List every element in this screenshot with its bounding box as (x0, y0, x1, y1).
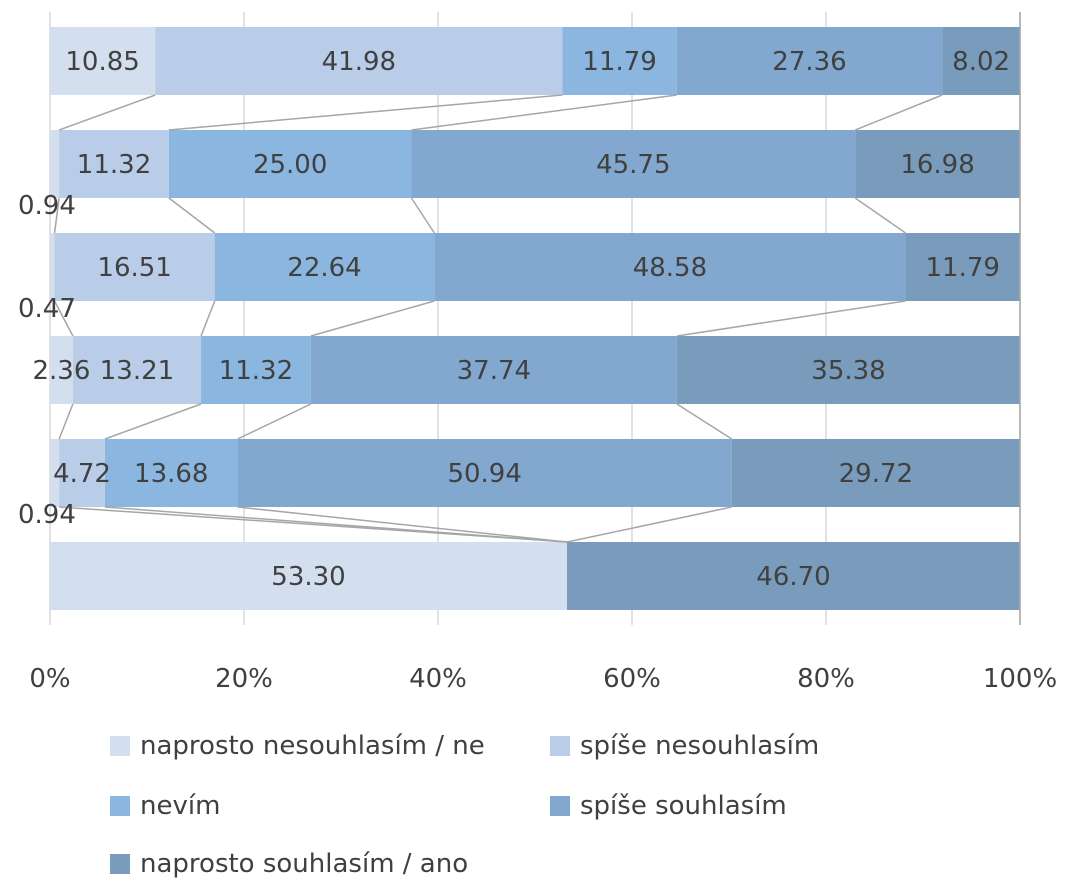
bar-segment (50, 233, 55, 301)
x-axis: 0% 20% 40% 60% 80% 100% (29, 664, 1057, 694)
x-tick-label: 100% (983, 664, 1057, 694)
bar-segment (434, 233, 906, 301)
data-label: 22.64 (287, 253, 361, 283)
bar-segment (562, 27, 677, 95)
series-line (566, 506, 732, 543)
bar-segment (214, 233, 435, 301)
bar-segment (54, 233, 215, 301)
bar-segment (50, 542, 568, 610)
data-label: 53.30 (271, 562, 345, 592)
x-tick-label: 20% (215, 664, 273, 694)
bar-segment (104, 439, 238, 507)
data-label: 41.98 (322, 47, 396, 77)
bar-segment (411, 130, 856, 198)
series-lines (53, 12, 1021, 625)
data-label: 27.36 (772, 47, 846, 77)
bar-segment (310, 336, 677, 404)
bar-segment (731, 439, 1020, 507)
bar-segment (59, 130, 169, 198)
series-line (53, 197, 60, 234)
series-line (58, 403, 74, 440)
data-label: 25.00 (253, 150, 327, 180)
bar-segment (50, 439, 60, 507)
data-label: 37.74 (457, 356, 531, 386)
bar-segment (237, 439, 732, 507)
data-label: 11.79 (926, 253, 1000, 283)
x-tick-label: 0% (29, 664, 70, 694)
bar-segment (201, 336, 311, 404)
data-label: 0.94 (18, 500, 76, 530)
data-label: 2.36 (33, 356, 91, 386)
series-line (104, 403, 202, 440)
data-label: 13.21 (100, 356, 174, 386)
series-line (854, 94, 943, 131)
series-line (676, 300, 906, 337)
series-line (58, 94, 156, 131)
bar-segment (676, 27, 943, 95)
data-label: 48.58 (633, 253, 707, 283)
bar-segment (855, 130, 1020, 198)
data-label: 13.68 (134, 459, 208, 489)
series-line (411, 94, 677, 131)
data-label: 46.70 (756, 562, 830, 592)
x-tick-label: 40% (409, 664, 467, 694)
bar-segment (72, 336, 202, 404)
bars (50, 27, 1021, 610)
bar-segment (59, 439, 105, 507)
data-label: 8.02 (952, 47, 1010, 77)
x-tick-label: 80% (797, 664, 855, 694)
series-line (310, 300, 435, 337)
bar-segment (155, 27, 563, 95)
series-line (854, 197, 906, 234)
series-line (104, 506, 568, 543)
data-label: 10.85 (65, 47, 139, 77)
data-label: 0.94 (18, 191, 76, 221)
bar-segment (567, 542, 1020, 610)
bar-segment (676, 336, 1021, 404)
series-line (200, 300, 216, 337)
data-label: 35.38 (811, 356, 885, 386)
data-label: 29.72 (839, 459, 913, 489)
data-label: 16.51 (97, 253, 171, 283)
bar-segment (168, 130, 412, 198)
series-line (237, 506, 568, 543)
bar-segment (50, 27, 156, 95)
x-tick-label: 60% (603, 664, 661, 694)
gridlines (49, 12, 1021, 625)
series-line (237, 403, 312, 440)
data-label: 11.79 (582, 47, 656, 77)
bar-segment (942, 27, 1020, 95)
bar-segment (50, 336, 73, 404)
series-line (168, 197, 216, 234)
data-label: 0.47 (18, 294, 76, 324)
data-label: 45.75 (596, 150, 670, 180)
data-label: 50.94 (447, 459, 521, 489)
data-label: 16.98 (900, 150, 974, 180)
data-label: 11.32 (219, 356, 293, 386)
bar-segment (50, 130, 60, 198)
series-line (676, 403, 733, 440)
data-label: 4.72 (53, 459, 111, 489)
series-line (410, 197, 435, 234)
bar-segment (905, 233, 1020, 301)
data-label: 11.32 (77, 150, 151, 180)
series-line (168, 94, 563, 131)
series-line (53, 300, 74, 337)
